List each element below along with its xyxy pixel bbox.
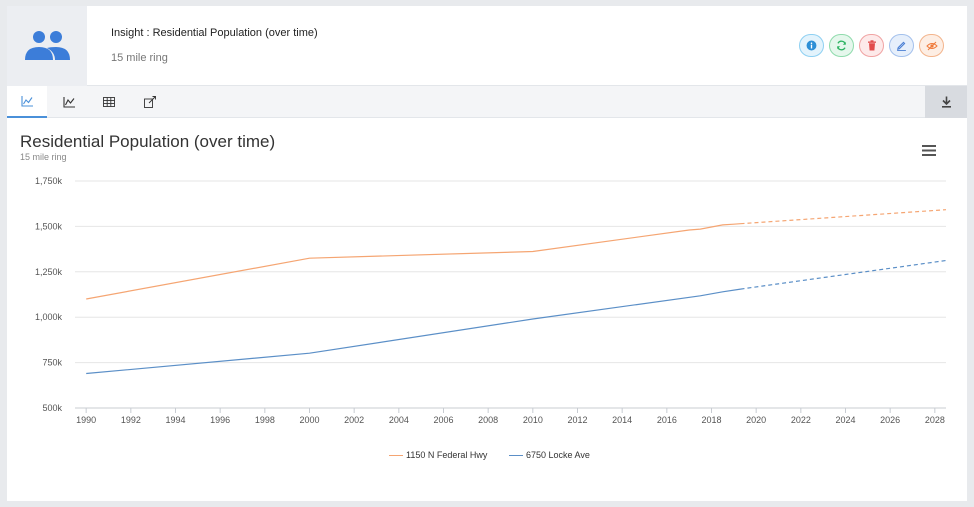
- edit-button[interactable]: [889, 34, 914, 57]
- x-tick-label: 2016: [657, 415, 677, 425]
- x-tick-label: 1998: [255, 415, 275, 425]
- y-tick-label: 1,000k: [35, 312, 63, 322]
- hide-button[interactable]: [919, 34, 944, 57]
- x-tick-label: 2002: [344, 415, 364, 425]
- tab-table[interactable]: [89, 86, 129, 118]
- chart-subtitle: 15 mile ring: [20, 152, 67, 162]
- legend-item-federal[interactable]: 1150 N Federal Hwy: [389, 450, 487, 460]
- x-tick-label: 2006: [433, 415, 453, 425]
- tab-line-chart[interactable]: [7, 86, 47, 118]
- view-tabs: [7, 86, 967, 118]
- chart-title: Residential Population (over time): [20, 132, 276, 151]
- legend-label: 1150 N Federal Hwy: [406, 450, 488, 460]
- insight-card: Insight : Residential Population (over t…: [7, 6, 967, 501]
- download-button[interactable]: [925, 86, 967, 118]
- x-tick-label: 1990: [76, 415, 96, 425]
- info-icon: [806, 40, 817, 51]
- insight-title: Insight : Residential Population (over t…: [111, 27, 318, 39]
- x-tick-label: 2014: [612, 415, 632, 425]
- x-tick-label: 2012: [567, 415, 587, 425]
- download-icon: [941, 96, 951, 108]
- export-icon: [143, 96, 156, 108]
- area-chart-icon: [62, 96, 75, 108]
- x-tick-label: 2000: [299, 415, 319, 425]
- x-tick-label: 1994: [165, 415, 185, 425]
- table-icon: [103, 97, 115, 107]
- legend-label: 6750 Locke Ave: [526, 450, 590, 460]
- series-projection-1: [740, 259, 947, 290]
- x-tick-label: 2028: [925, 415, 945, 425]
- y-tick-label: 500k: [42, 403, 62, 413]
- trash-icon: [867, 40, 876, 51]
- x-tick-label: 2008: [478, 415, 498, 425]
- pencil-icon: [896, 41, 906, 51]
- insight-header: Insight : Residential Population (over t…: [7, 6, 967, 86]
- insight-subtitle: 15 mile ring: [111, 52, 168, 64]
- action-buttons: [799, 34, 944, 57]
- y-tick-label: 1,250k: [35, 267, 63, 277]
- eye-slash-icon: [925, 41, 938, 50]
- tick-layer: 500k 750k 1,000k 1,250k 1,500k 1,750k 1990 1992…: [35, 176, 945, 425]
- tab-area-chart[interactable]: [49, 86, 89, 118]
- series-line-0: [86, 223, 741, 300]
- hamburger-icon: [922, 145, 936, 156]
- x-tick-label: 1996: [210, 415, 230, 425]
- series-projection-0: [740, 209, 947, 225]
- users-icon: [25, 31, 70, 60]
- x-tick-label: 2018: [701, 415, 721, 425]
- x-tick-label: 2022: [791, 415, 811, 425]
- x-tick-label: 2004: [389, 415, 409, 425]
- x-tick-label: 1992: [121, 415, 141, 425]
- legend-swatch: [509, 454, 523, 456]
- x-tick-label: 2026: [880, 415, 900, 425]
- y-tick-label: 1,750k: [35, 176, 63, 186]
- x-tick-label: 2024: [835, 415, 855, 425]
- series-line-1: [86, 288, 741, 375]
- series-layer: [86, 209, 947, 375]
- x-tick-label: 2020: [746, 415, 766, 425]
- tab-export[interactable]: [130, 86, 170, 118]
- avatar: [7, 6, 87, 86]
- legend-item-locke[interactable]: 6750 Locke Ave: [509, 450, 590, 460]
- line-chart-icon: [20, 95, 33, 107]
- y-tick-label: 1,500k: [35, 221, 63, 231]
- delete-button[interactable]: [859, 34, 884, 57]
- info-button[interactable]: [799, 34, 824, 57]
- grid-layer: [75, 180, 946, 409]
- y-tick-label: 750k: [42, 358, 62, 368]
- refresh-button[interactable]: [829, 34, 854, 57]
- refresh-icon: [837, 40, 846, 51]
- legend-swatch: [389, 454, 403, 456]
- chart-menu-button[interactable]: [922, 143, 940, 157]
- x-tick-label: 2010: [523, 415, 543, 425]
